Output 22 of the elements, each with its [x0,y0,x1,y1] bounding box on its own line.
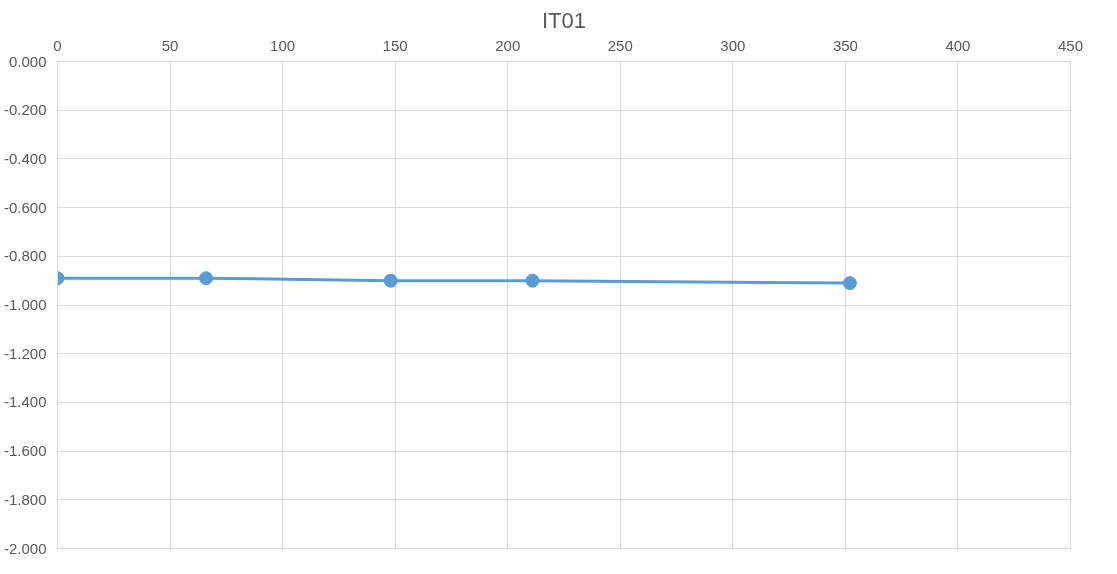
x-tick-label: 300 [720,36,746,54]
x-tick-label: 0 [53,36,62,54]
x-tick-label: 250 [607,36,633,54]
y-tick-label: -0.200 [3,101,47,119]
y-tick-label: -0.600 [3,198,47,216]
x-tick-label: 400 [945,36,971,54]
x-tick-label: 50 [161,36,179,54]
y-tick-label: -1.200 [3,344,47,362]
y-tick-label: -1.400 [3,393,47,411]
y-tick-label: -1.000 [3,296,47,313]
chart-title: IT01 [541,7,587,33]
x-tick-label: 350 [832,36,858,54]
x-tick-label: 150 [382,36,408,54]
y-tick-label: 0.000 [8,52,47,70]
x-tick-label: 200 [495,36,521,54]
y-tick-label: -0.800 [3,247,47,265]
y-tick-label: -1.800 [3,490,47,508]
y-tick-label: -0.400 [3,149,47,167]
x-tick-label: 100 [270,36,296,54]
y-tick-label: -1.600 [3,442,47,460]
x-tick-label: 450 [1057,36,1084,54]
y-tick-label: -2.000 [3,539,47,557]
